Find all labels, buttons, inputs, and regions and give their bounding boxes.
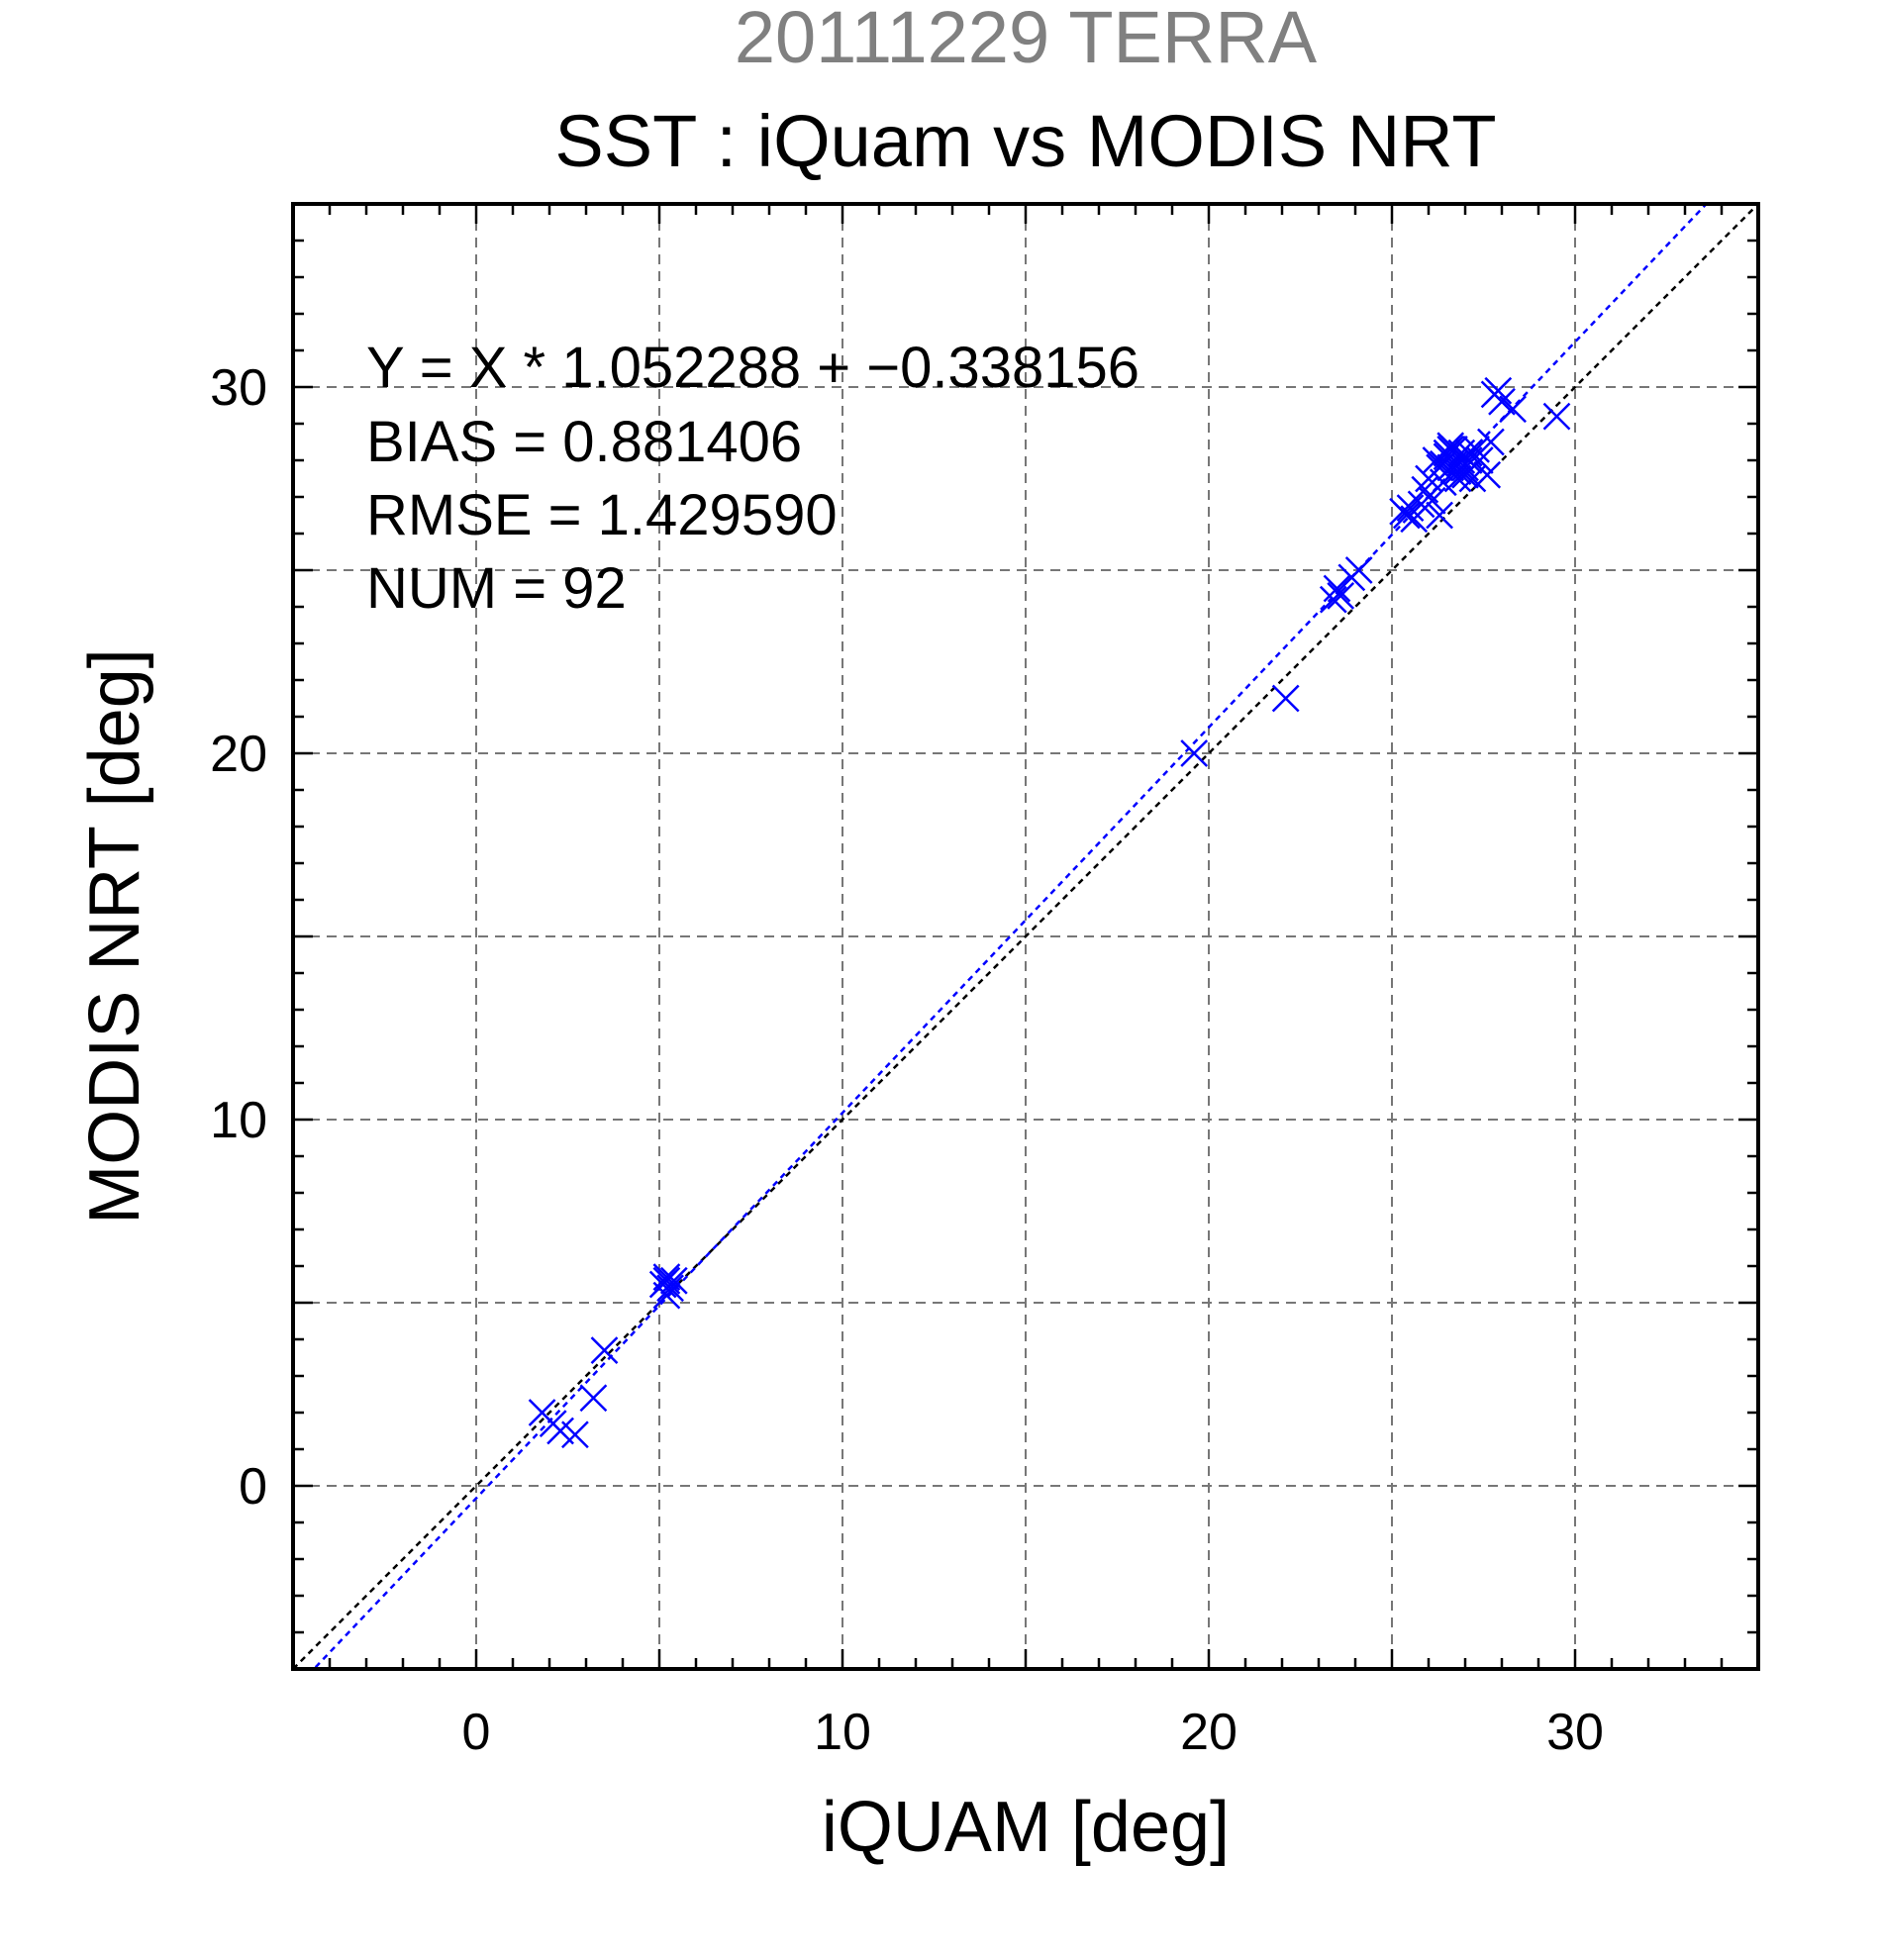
y-axis-label: MODIS NRT [deg] [75,648,154,1225]
data-point-stroke [1426,501,1453,530]
data-point [1344,556,1373,584]
data-point [1319,585,1347,614]
data-point-stroke [1477,428,1505,456]
count-value: NUM = 92 [366,556,627,621]
data-point [1484,376,1513,405]
data-point [656,1274,684,1303]
y-tick-label: 0 [239,1458,267,1516]
x-tick-label: 10 [814,1704,871,1761]
statistics-annotation: Y = X * 1.052288 + −0.338156 BIAS = 0.88… [366,336,1139,621]
y-tick-label: 20 [210,726,267,783]
data-point-stroke [1344,556,1373,584]
data-point-stroke [546,1417,574,1445]
data-point [659,1266,688,1295]
data-point [1327,582,1355,610]
data-point-stroke [656,1274,684,1303]
data-point-stroke [652,1263,681,1291]
data-point-stroke [1327,582,1355,610]
data-point [579,1384,608,1413]
data-point [1499,395,1527,424]
chart-title: 20111229 TERRA [735,0,1318,78]
data-point-stroke [1429,449,1457,478]
data-point [1411,475,1439,504]
data-point [561,1421,589,1449]
reference-lines [293,204,1758,1669]
y-tick-label: 30 [210,359,267,417]
data-point-stroke [1473,460,1502,489]
data-point-stroke [1396,494,1425,522]
data-point [1426,501,1453,530]
tick-labels: 0 10 20 30 0 10 20 30 [210,359,1604,1761]
data-points [528,376,1571,1449]
data-point [1454,446,1483,474]
data-point-stroke [1180,739,1209,767]
data-point [1542,402,1571,431]
data-point-stroke [659,1266,688,1295]
data-point-stroke [579,1384,608,1413]
y-tick-label: 10 [210,1092,267,1149]
data-point [590,1336,619,1364]
data-point-stroke [561,1421,589,1449]
data-point-stroke [1392,501,1421,530]
data-point-stroke [1436,436,1465,463]
data-point-stroke [1454,446,1483,474]
data-point-stroke [652,1266,681,1295]
x-tick-label: 30 [1546,1704,1604,1761]
data-point [1429,449,1457,478]
data-point [1392,501,1421,530]
data-point [1477,428,1505,456]
x-axis-label: iQUAM [deg] [822,1788,1230,1867]
data-point-stroke [1542,402,1571,431]
data-point-stroke [1436,432,1465,460]
chart-subtitle: SST : iQuam vs MODIS NRT [554,100,1496,182]
data-point [652,1266,681,1295]
data-point [1323,574,1351,603]
data-point-stroke [1271,684,1300,713]
data-point [1473,460,1502,489]
data-point [652,1263,681,1291]
grid [293,204,1758,1669]
data-point-stroke [1484,376,1513,405]
data-point-stroke [1323,574,1351,603]
rmse-value: RMSE = 1.429590 [366,483,838,547]
data-point-stroke [1454,439,1483,467]
data-point [1180,739,1209,767]
data-point [1271,684,1300,713]
data-point [1436,436,1465,463]
x-tick-label: 0 [462,1704,491,1761]
data-point [1396,494,1425,522]
data-point-stroke [1418,486,1446,515]
data-point-stroke [1488,387,1516,416]
plot-frame [291,202,1760,1671]
data-point-stroke [590,1336,619,1364]
data-point [1436,432,1465,460]
data-point-stroke [1319,585,1347,614]
x-tick-label: 20 [1180,1704,1238,1761]
fit-equation: Y = X * 1.052288 + −0.338156 [366,336,1139,400]
bias-value: BIAS = 0.881406 [366,410,802,474]
data-point-stroke [1411,475,1439,504]
identity-line [293,204,1758,1669]
data-point-stroke [1499,395,1527,424]
